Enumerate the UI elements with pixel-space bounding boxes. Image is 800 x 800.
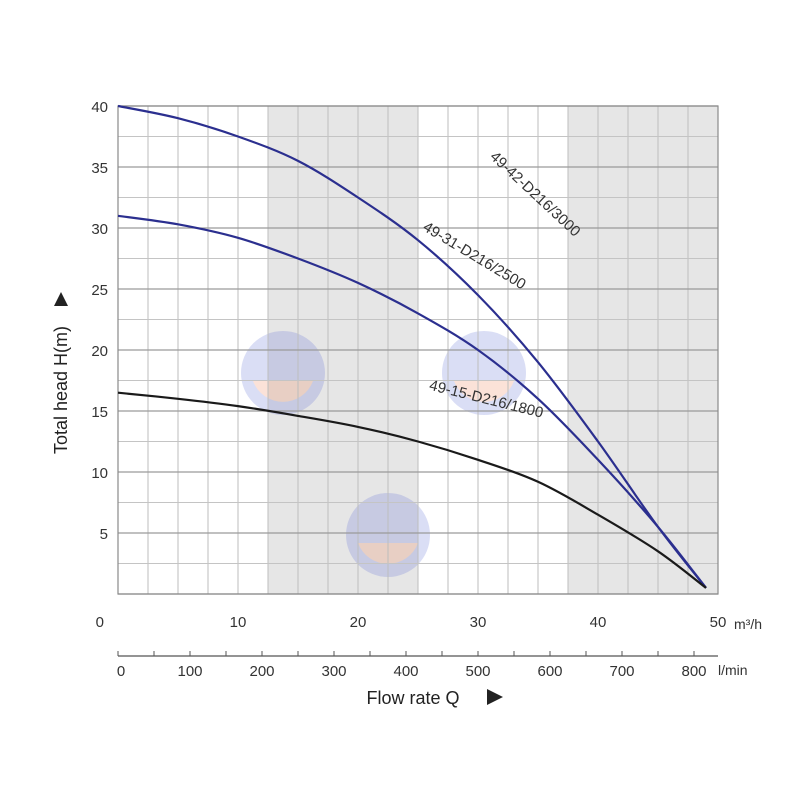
y-tick-label: 40	[91, 99, 108, 116]
plot-frame	[117, 105, 719, 595]
y-tick-label: 35	[91, 160, 108, 177]
x-tick-label-lmin: 300	[321, 663, 346, 680]
y-tick-label: 10	[91, 465, 108, 482]
y-tick-label: 5	[100, 526, 108, 543]
x-tick-label-m3h: 50	[710, 614, 727, 631]
x-tick-label-lmin: 0	[117, 663, 125, 680]
x-axis-arrow-icon	[487, 689, 503, 705]
y-axis-title: Total head H(m)	[51, 326, 71, 454]
x-tick-label-m3h: 40	[590, 614, 607, 631]
x-tick-label-m3h: 30	[470, 614, 487, 631]
x-tick-label-lmin: 600	[537, 663, 562, 680]
y-zero-label: 0	[96, 614, 104, 631]
series-line-0	[117, 104, 707, 589]
y-tick-label: 20	[91, 343, 108, 360]
series-line-2	[117, 391, 707, 589]
x-tick-label-lmin: 200	[249, 663, 274, 680]
x-unit-bottom: l/min	[718, 662, 748, 678]
x-tick-label-m3h: 20	[350, 614, 367, 631]
y-tick-label: 15	[91, 404, 108, 421]
x-tick-label-lmin: 500	[465, 663, 490, 680]
x-tick-label-m3h: 10	[230, 614, 247, 631]
y-axis-arrow-icon	[54, 292, 68, 306]
watermark-logo	[442, 331, 526, 415]
x-tick-label-lmin: 800	[681, 663, 706, 680]
x-unit-top: m³/h	[734, 616, 762, 632]
x-axis-title: Flow rate Q	[366, 688, 459, 708]
x-tick-label-lmin: 400	[393, 663, 418, 680]
x-tick-label-lmin: 700	[609, 663, 634, 680]
watermark-logo	[241, 331, 325, 415]
x-tick-label-lmin: 100	[177, 663, 202, 680]
y-tick-label: 25	[91, 282, 108, 299]
series-line-1	[117, 214, 707, 589]
y-tick-label: 30	[91, 221, 108, 238]
